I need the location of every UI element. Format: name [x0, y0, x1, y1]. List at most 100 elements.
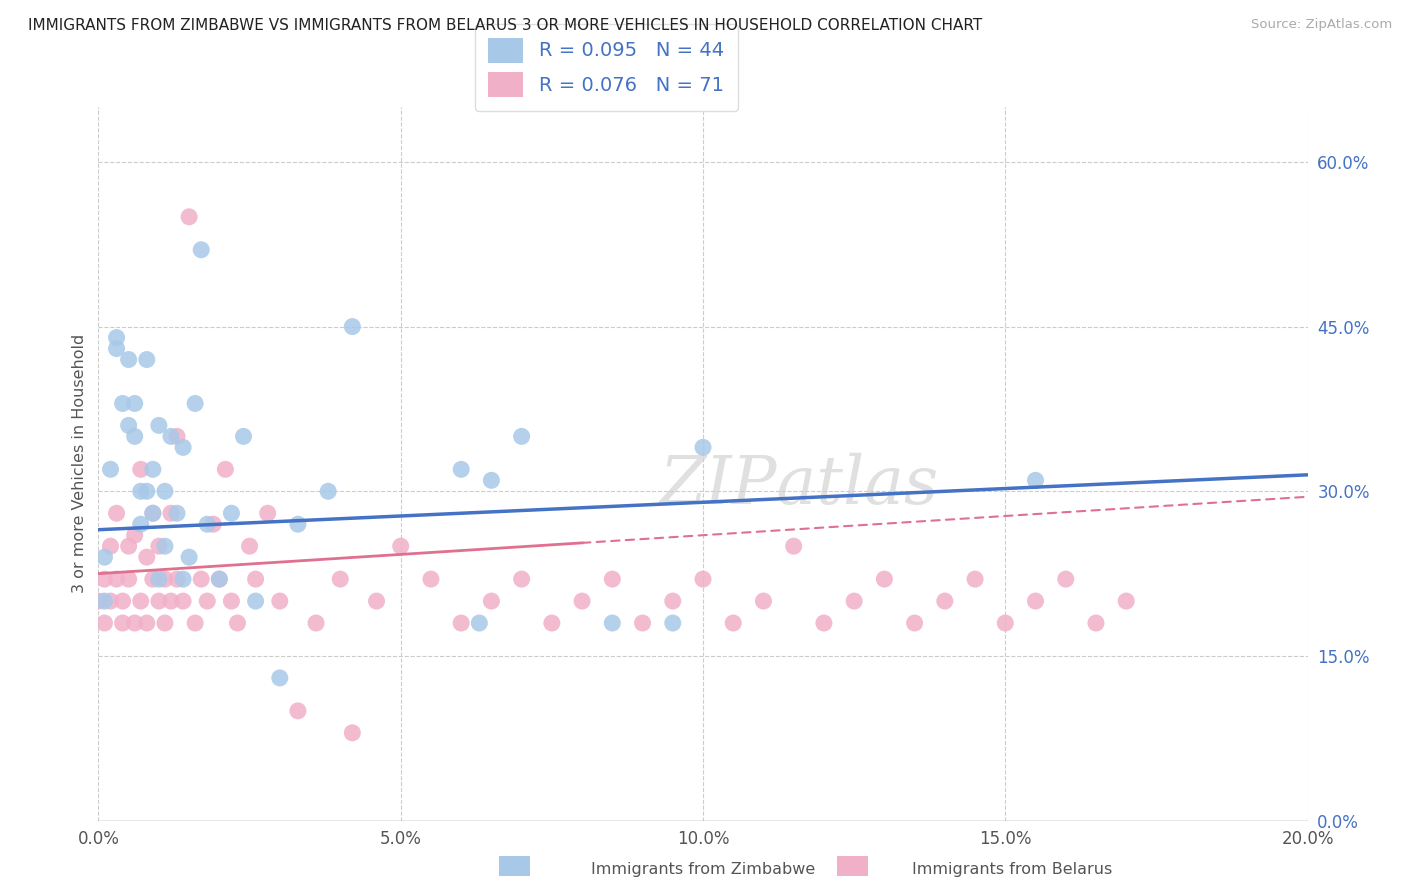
Point	[450, 462, 472, 476]
Point	[844, 594, 866, 608]
Point	[184, 615, 207, 630]
FancyBboxPatch shape	[499, 856, 530, 876]
Point	[661, 594, 683, 608]
Point	[93, 594, 115, 608]
Point	[166, 429, 188, 443]
Point	[142, 572, 165, 586]
Y-axis label: 3 or more Vehicles in Household: 3 or more Vehicles in Household	[72, 334, 87, 593]
Point	[342, 319, 364, 334]
Point	[305, 615, 328, 630]
Point	[994, 615, 1017, 630]
Point	[135, 484, 157, 499]
Point	[190, 572, 212, 586]
Point	[208, 572, 231, 586]
Point	[420, 572, 443, 586]
Point	[221, 506, 243, 520]
Text: Immigrants from Zimbabwe: Immigrants from Zimbabwe	[591, 863, 815, 877]
Point	[366, 594, 388, 608]
Point	[105, 572, 128, 586]
Point	[124, 429, 146, 443]
Point	[153, 539, 176, 553]
Point	[468, 615, 491, 630]
Point	[166, 572, 188, 586]
Point	[142, 506, 165, 520]
Point	[873, 572, 896, 586]
Point	[510, 429, 533, 443]
Point	[342, 726, 364, 740]
Point	[245, 594, 267, 608]
Point	[661, 615, 683, 630]
Point	[813, 615, 835, 630]
Point	[269, 671, 291, 685]
Point	[118, 572, 141, 586]
Point	[111, 615, 134, 630]
Point	[226, 615, 249, 630]
Point	[111, 594, 134, 608]
Point	[692, 441, 714, 455]
Point	[540, 615, 562, 630]
Point	[93, 572, 115, 586]
Point	[148, 572, 170, 586]
Point	[316, 484, 339, 499]
Point	[179, 210, 201, 224]
Point	[105, 342, 128, 356]
Point	[221, 594, 243, 608]
Point	[202, 517, 225, 532]
Point	[481, 594, 503, 608]
Point	[287, 704, 309, 718]
Point	[93, 615, 115, 630]
Point	[100, 462, 122, 476]
Point	[481, 473, 503, 487]
Point	[208, 572, 231, 586]
Point	[105, 330, 128, 344]
Point	[124, 528, 146, 542]
Point	[135, 352, 157, 367]
Point	[135, 550, 157, 565]
Point	[631, 615, 654, 630]
Point	[129, 462, 152, 476]
Point	[1085, 615, 1108, 630]
Point	[510, 572, 533, 586]
Point	[190, 243, 212, 257]
Point	[172, 594, 194, 608]
Point	[160, 506, 183, 520]
Point	[118, 352, 141, 367]
Point	[179, 550, 201, 565]
Point	[100, 539, 122, 553]
Point	[571, 594, 593, 608]
Point	[239, 539, 262, 553]
Point	[214, 462, 236, 476]
Point	[269, 594, 291, 608]
Point	[129, 484, 152, 499]
Point	[965, 572, 987, 586]
Point	[124, 396, 146, 410]
Point	[692, 572, 714, 586]
Point	[118, 418, 141, 433]
Point	[118, 539, 141, 553]
Point	[783, 539, 806, 553]
Point	[287, 517, 309, 532]
Point	[232, 429, 254, 443]
Point	[135, 615, 157, 630]
Point	[195, 594, 218, 608]
Point	[160, 429, 183, 443]
Point	[450, 615, 472, 630]
FancyBboxPatch shape	[837, 856, 868, 876]
Legend: R = 0.095   N = 44, R = 0.076   N = 71: R = 0.095 N = 44, R = 0.076 N = 71	[475, 24, 738, 111]
Point	[602, 615, 624, 630]
Point	[142, 506, 165, 520]
Point	[148, 418, 170, 433]
Point	[723, 615, 745, 630]
Text: IMMIGRANTS FROM ZIMBABWE VS IMMIGRANTS FROM BELARUS 3 OR MORE VEHICLES IN HOUSEH: IMMIGRANTS FROM ZIMBABWE VS IMMIGRANTS F…	[28, 18, 983, 33]
Point	[111, 396, 134, 410]
Point	[1054, 572, 1077, 586]
Point	[256, 506, 278, 520]
Point	[904, 615, 927, 630]
Point	[602, 572, 624, 586]
Text: Source: ZipAtlas.com: Source: ZipAtlas.com	[1251, 18, 1392, 31]
Point	[389, 539, 412, 553]
Point	[105, 506, 128, 520]
Point	[160, 594, 183, 608]
Point	[1115, 594, 1137, 608]
Point	[153, 615, 176, 630]
